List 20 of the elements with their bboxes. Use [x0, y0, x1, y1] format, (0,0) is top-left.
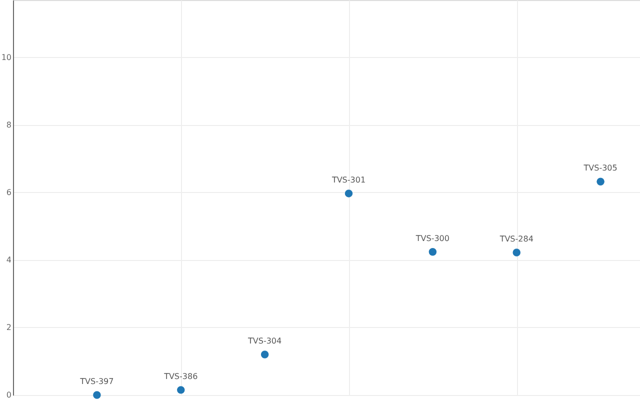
y-tick-label: 0 [6, 390, 12, 400]
point [344, 190, 353, 198]
point [512, 248, 520, 256]
series-label: TVS-301 [330, 175, 366, 184]
point [428, 248, 437, 256]
series-label: TVS-284 [498, 234, 534, 244]
y-tick-label: 2 [6, 322, 12, 332]
y-tick-label: 4 [6, 255, 12, 264]
point [260, 350, 269, 358]
series-label: TVS-386 [163, 372, 198, 381]
y-tick-label: 6 [6, 188, 12, 197]
series-label: TVS-304 [247, 336, 282, 346]
point [596, 178, 604, 186]
series-label: TVS-397 [79, 377, 114, 386]
y-tick-label: 10 [1, 52, 12, 62]
series-label: TVS-305 [582, 164, 618, 173]
y-tick-label: 8 [6, 120, 12, 130]
point [93, 391, 101, 399]
series-label: TVS-300 [414, 234, 450, 243]
point [177, 386, 185, 394]
